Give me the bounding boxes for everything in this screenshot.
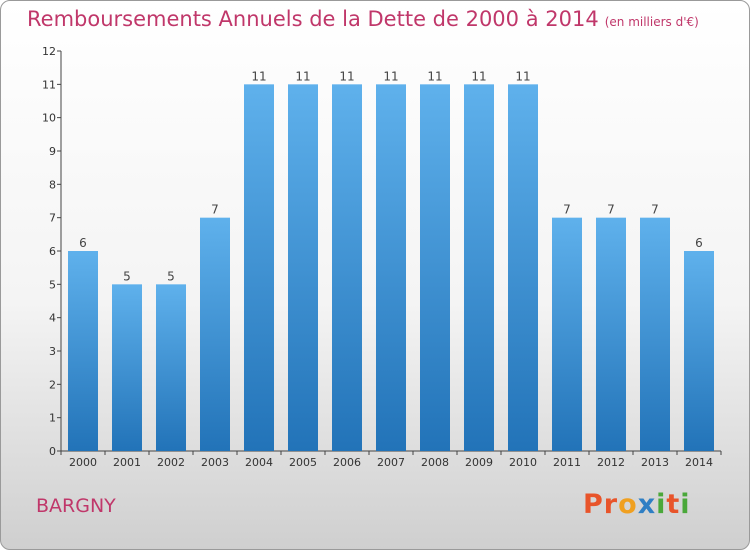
y-tick-label: 6	[49, 245, 56, 258]
x-tick-label: 2007	[377, 456, 405, 469]
data-label: 11	[427, 69, 442, 83]
data-label: 11	[515, 69, 530, 83]
x-tick-label: 2005	[289, 456, 317, 469]
city-name: BARGNY	[36, 495, 116, 517]
logo-letter: x	[637, 489, 657, 520]
data-label: 11	[251, 69, 266, 83]
chart-labels: 6 2000 5 2001 5 2002 7 2003 11 2004 11 2005 11 2006 11…	[69, 69, 713, 469]
chart-title-text: Remboursements Annuels de la Dette de 20…	[27, 7, 599, 31]
data-label: 7	[651, 203, 659, 217]
x-tick-label: 2013	[641, 456, 669, 469]
bar	[640, 217, 670, 451]
y-tick-label: 9	[49, 145, 56, 158]
data-label: 5	[123, 269, 131, 283]
logo-letter: o	[618, 489, 638, 520]
x-tick-label: 2006	[333, 456, 361, 469]
bar	[332, 84, 362, 451]
y-tick-label: 12	[42, 45, 56, 58]
x-tick-label: 2001	[113, 456, 141, 469]
y-tick-label: 1	[49, 412, 56, 425]
bar	[552, 217, 582, 451]
data-label: 7	[211, 203, 219, 217]
chart-title: Remboursements Annuels de la Dette de 20…	[27, 7, 699, 31]
x-tick-label: 2003	[201, 456, 229, 469]
x-tick-label: 2014	[685, 456, 713, 469]
x-tick-label: 2011	[553, 456, 581, 469]
x-tick-label: 2002	[157, 456, 185, 469]
data-label: 11	[295, 69, 310, 83]
logo-letter: P	[583, 489, 604, 520]
y-tick-label: 2	[49, 378, 56, 391]
data-label: 6	[79, 236, 87, 250]
x-tick-label: 2008	[421, 456, 449, 469]
bar	[68, 251, 98, 451]
y-tick-label: 11	[42, 78, 56, 91]
data-label: 11	[383, 69, 398, 83]
data-label: 7	[607, 203, 615, 217]
y-tick-label: 0	[49, 445, 56, 458]
y-tick-label: 4	[49, 312, 56, 325]
bar	[156, 284, 186, 451]
x-tick-label: 2004	[245, 456, 273, 469]
y-tick-label: 3	[49, 345, 56, 358]
data-label: 7	[563, 203, 571, 217]
data-label: 6	[695, 236, 703, 250]
bar	[376, 84, 406, 451]
data-label: 5	[167, 269, 175, 283]
bar	[684, 251, 714, 451]
y-tick-label: 7	[49, 212, 56, 225]
logo-letter: i	[680, 489, 691, 520]
x-tick-label: 2009	[465, 456, 493, 469]
y-tick-label: 8	[49, 178, 56, 191]
bar	[508, 84, 538, 451]
x-tick-label: 2012	[597, 456, 625, 469]
y-tick-label: 5	[49, 278, 56, 291]
bar	[200, 217, 230, 451]
bar	[420, 84, 450, 451]
proxiti-logo: Proxiti	[583, 489, 691, 520]
chart-subtitle: (en milliers d'€)	[604, 15, 699, 29]
data-label: 11	[339, 69, 354, 83]
logo-letter: r	[603, 489, 619, 520]
logo-letter: t	[666, 489, 681, 520]
bar	[244, 84, 274, 451]
y-tick-label: 10	[42, 112, 56, 125]
bar	[596, 217, 626, 451]
bar	[464, 84, 494, 451]
bar	[112, 284, 142, 451]
x-tick-label: 2010	[509, 456, 537, 469]
x-tick-label: 2000	[69, 456, 97, 469]
bar	[288, 84, 318, 451]
data-label: 11	[471, 69, 486, 83]
chart-bars	[68, 84, 714, 451]
logo-letter: i	[656, 489, 667, 520]
